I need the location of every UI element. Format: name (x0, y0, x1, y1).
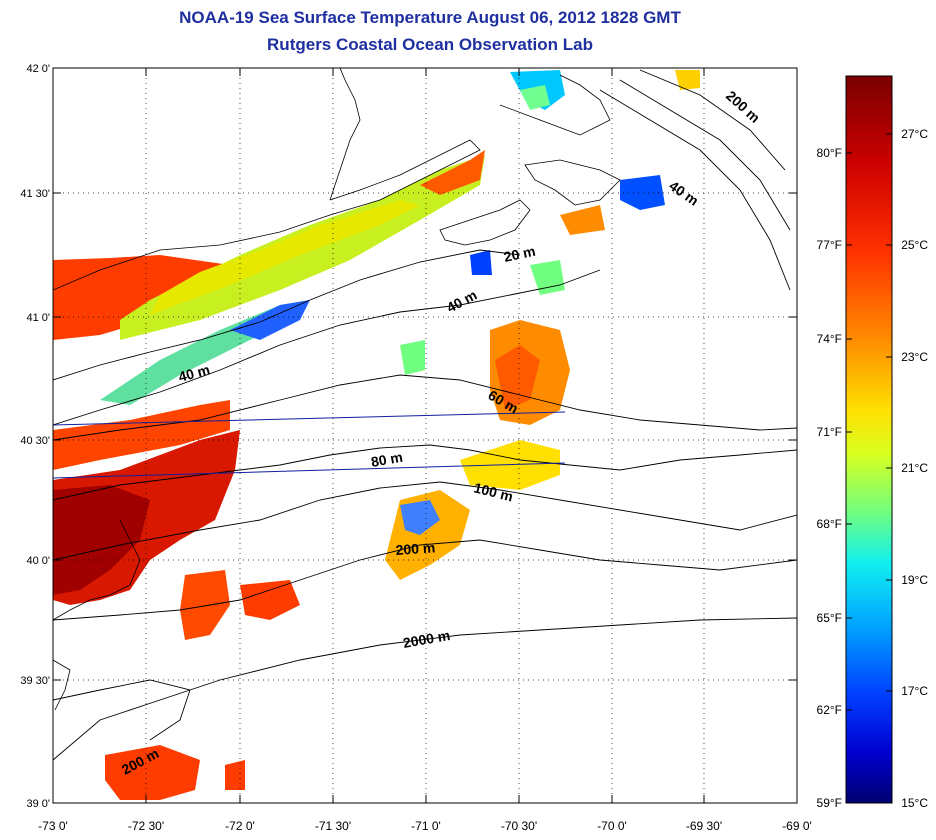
fahrenheit-label: 65°F (817, 611, 842, 625)
coastline (53, 68, 621, 711)
contour-label: 2000 m (402, 627, 452, 651)
contour-label: 20 m (502, 243, 537, 265)
lon-label: -70 0' (597, 819, 627, 833)
lon-label: -69 0' (782, 819, 812, 833)
lat-label: 39 30' (20, 675, 50, 687)
axis-ticks (53, 67, 797, 803)
celsius-label: 27°C (901, 127, 928, 141)
celsius-label: 23°C (901, 350, 928, 364)
contour-label: 80 m (370, 449, 404, 470)
celsius-label: 21°C (901, 461, 928, 475)
lon-label: -69 30' (686, 819, 722, 833)
lat-label: 41 30' (20, 188, 50, 200)
longitude-labels: -73 0' -72 30' -72 0' -71 30' -71 0' -70… (38, 819, 812, 833)
temperature-colorbar (845, 75, 893, 804)
lon-label: -72 30' (128, 819, 164, 833)
celsius-label: 15°C (901, 796, 928, 810)
fahrenheit-label: 68°F (817, 517, 842, 531)
contour-label: 40 m (444, 287, 480, 316)
lat-label: 40 0' (26, 555, 50, 567)
fahrenheit-label: 62°F (817, 703, 842, 717)
transect-lines (53, 411, 566, 479)
map-subtitle: Rutgers Coastal Ocean Observation Lab (267, 35, 593, 54)
lon-label: -72 0' (225, 819, 255, 833)
fahrenheit-label: 77°F (817, 238, 842, 252)
contour-labels: 20 m 40 m 40 m 40 m 60 m 80 m 100 m 200 … (119, 87, 763, 777)
latitude-labels: 42 0' 41 30' 41 0' 40 30' 40 0' 39 30' 3… (20, 63, 50, 810)
lon-label: -73 0' (38, 819, 68, 833)
map-frame (52, 67, 798, 804)
contour-label: 200 m (395, 539, 436, 558)
contour-label: 40 m (177, 361, 212, 385)
lat-label: 42 0' (26, 63, 50, 75)
contour-label: 40 m (666, 177, 701, 208)
celsius-label: 25°C (901, 238, 928, 252)
colorbar-ticks (846, 133, 892, 711)
celsius-label: 19°C (901, 573, 928, 587)
lon-label: -71 0' (411, 819, 441, 833)
lat-label: 41 0' (26, 312, 50, 324)
lon-label: -70 30' (501, 819, 537, 833)
colorbar-fahrenheit-labels: 80°F 77°F 74°F 71°F 68°F 65°F 62°F 59°F (817, 146, 842, 810)
contour-label: 200 m (723, 87, 763, 125)
lat-label: 39 0' (26, 798, 50, 810)
map-title: NOAA-19 Sea Surface Temperature August 0… (179, 8, 681, 27)
fahrenheit-label: 59°F (817, 796, 842, 810)
colorbar-celsius-labels: 27°C 25°C 23°C 21°C 19°C 17°C 15°C (901, 127, 928, 810)
fahrenheit-label: 74°F (817, 332, 842, 346)
celsius-label: 17°C (901, 684, 928, 698)
fahrenheit-label: 71°F (817, 425, 842, 439)
fahrenheit-label: 80°F (817, 146, 842, 160)
sst-patches (53, 70, 700, 800)
grid (53, 68, 797, 803)
lat-label: 40 30' (20, 435, 50, 447)
lon-label: -71 30' (315, 819, 351, 833)
